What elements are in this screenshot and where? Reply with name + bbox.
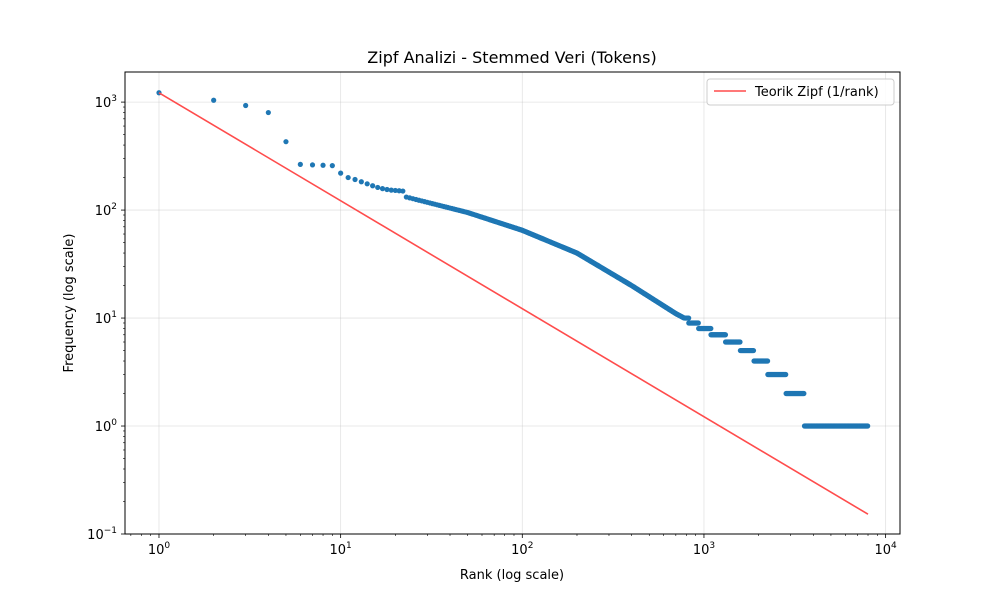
scatter-point [392,187,398,194]
x-tick-label: 102 [511,541,533,558]
scatter-point [379,186,386,192]
scatter-point [708,325,714,332]
scatter-point [265,109,271,116]
scatter-point [801,390,807,397]
scatter-point [865,423,871,429]
scatter-point [686,315,692,321]
scatter-point [345,174,351,181]
zipf-theory-line [158,92,869,515]
scatter-point [370,183,376,189]
x-tick-label: 101 [330,541,352,558]
scatter-point [211,97,217,103]
scatter-point [309,162,316,168]
scatter-point [388,187,394,193]
x-axis-label: Rank (log scale) [460,568,564,583]
scatter-point [764,358,771,364]
scatter-point [375,184,381,191]
scatter-point [364,181,370,187]
y-axis-label: Frequency (log scale) [62,234,77,373]
x-tick-label: 103 [693,541,715,558]
scatter-point [722,332,729,338]
y-tick-label: 10−1 [87,526,117,543]
scatter-point [695,320,701,326]
tick-layer: 100 101 102 103 104 10−1 100 101 102 103 [87,94,897,558]
y-tick-label: 100 [95,418,118,435]
x-tick-label: 100 [148,541,171,558]
y-tick-label: 103 [95,94,117,111]
scatter-point [783,371,789,378]
legend-box [706,78,895,106]
legend: Teorik Zipf (1/rank) [706,78,895,106]
y-tick-label: 101 [95,310,117,327]
scatter-point [358,179,364,185]
scatter-point [329,163,335,169]
scatter-point [297,161,303,167]
scatter-point [243,102,249,109]
scatter-point [320,162,326,168]
scatter-point [400,188,406,194]
scatter-point [338,170,344,176]
x-tick-label: 104 [874,541,897,558]
scatter-point [750,347,757,354]
plot-frame [124,71,901,535]
scatter-layer [156,90,871,429]
chart-title: Zipf Analizi - Stemmed Veri (Tokens) [367,48,656,67]
scatter-point [384,186,390,193]
scatter-point [352,176,358,183]
scatter-point [283,139,289,145]
y-tick-label: 102 [95,202,117,219]
scatter-point [737,339,743,345]
legend-label: Teorik Zipf (1/rank) [754,85,879,100]
line-layer [158,92,869,515]
